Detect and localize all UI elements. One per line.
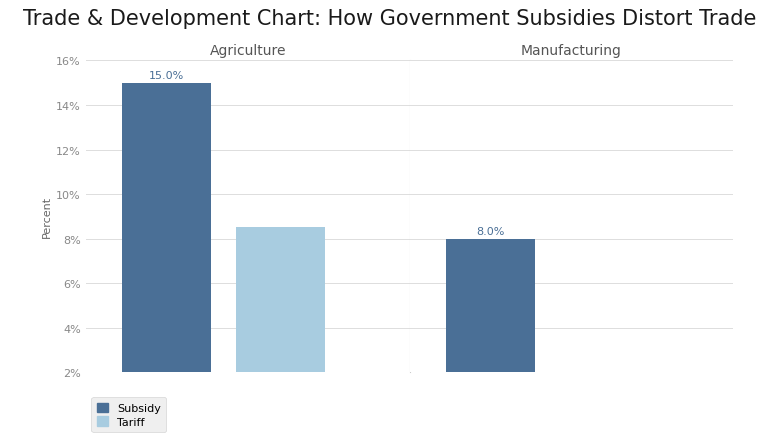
Bar [446, 239, 535, 372]
Legend: Subsidy, Tariff: Subsidy, Tariff [91, 397, 166, 432]
Bar [122, 84, 211, 372]
Title: Manufacturing: Manufacturing [521, 43, 622, 57]
Y-axis label: Percent: Percent [42, 196, 52, 238]
Bar [236, 228, 324, 372]
Text: 8.0%: 8.0% [477, 227, 505, 237]
Title: Agriculture: Agriculture [209, 43, 286, 57]
Text: Trade & Development Chart: How Government Subsidies Distort Trade: Trade & Development Chart: How Governmen… [23, 9, 757, 29]
Text: 15.0%: 15.0% [149, 71, 184, 81]
